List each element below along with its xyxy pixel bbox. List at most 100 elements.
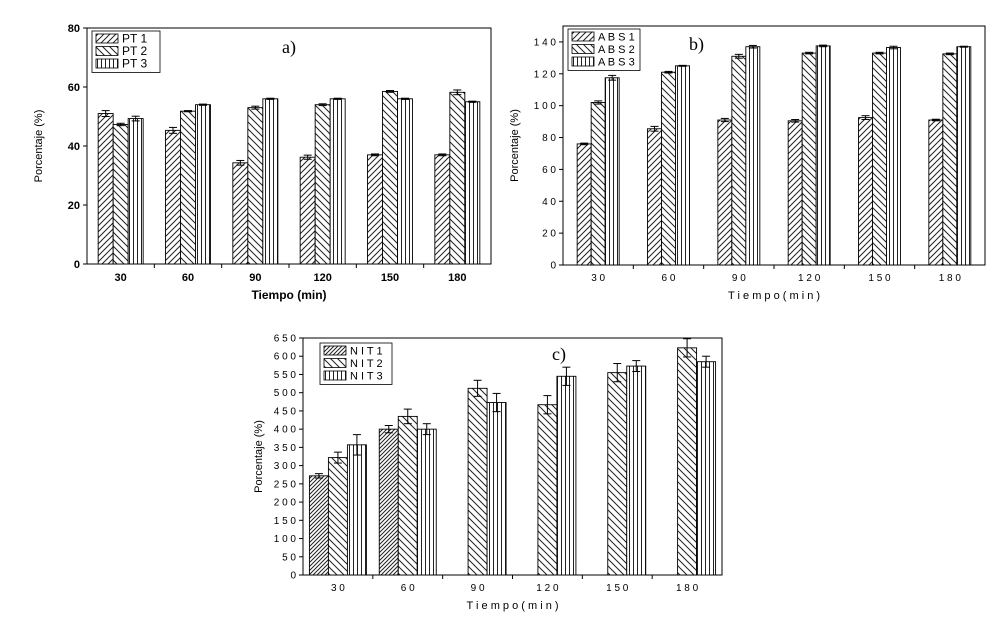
y-tick-label: 2 0 0 <box>274 498 297 509</box>
x-axis: 3 0 6 0 9 0 1 2 0 1 5 0 1 8 0 <box>331 575 699 594</box>
y-tick-label: 3 5 0 <box>274 443 297 454</box>
x-axis-label: Tiempo (min) <box>251 288 326 302</box>
y-tick-label: 4 0 <box>542 197 556 208</box>
y-tick-label: 1 0 0 <box>274 534 297 545</box>
legend-label: A B S 3 <box>598 57 635 69</box>
bar-1-150 <box>367 154 383 265</box>
panel-label: a) <box>282 37 296 58</box>
y-tick-label: 5 0 <box>282 552 296 563</box>
bar-3-60 <box>416 428 437 576</box>
bar-3-30 <box>346 444 367 576</box>
x-axis-label: T i e m p o ( m i n ) <box>728 290 820 302</box>
y-tick-label: 60 <box>68 82 80 94</box>
bar-3-30 <box>604 77 620 266</box>
bar-3-30 <box>127 118 144 265</box>
x-tick-label: 180 <box>448 272 466 284</box>
legend-swatch <box>95 58 119 69</box>
x-tick-label: 1 5 0 <box>606 583 629 594</box>
bar-3-180 <box>696 361 717 576</box>
legend-label: N I T 3 <box>350 371 383 383</box>
y-tick-label: 1 2 0 <box>534 69 557 80</box>
bar-2-30 <box>327 457 348 576</box>
bar-2-150 <box>382 90 398 265</box>
bar-2-180 <box>449 91 466 265</box>
bar-1-120 <box>787 120 803 266</box>
bar-2-30 <box>112 124 129 265</box>
bars <box>97 89 481 265</box>
legend-swatch <box>95 33 119 44</box>
x-tick-label: 30 <box>115 272 127 284</box>
y-tick-label: 8 0 <box>542 133 556 144</box>
legend-label: PT 1 <box>122 32 147 46</box>
bar-3-60 <box>195 104 211 265</box>
y-tick-label: 1 5 0 <box>274 516 297 527</box>
legend-label: PT 3 <box>122 57 147 71</box>
bar-3-180 <box>956 46 972 266</box>
y-tick-label: 0 <box>550 261 556 272</box>
legend-label: A B S 1 <box>598 32 635 44</box>
x-tick-label: 1 8 0 <box>939 273 962 284</box>
y-tick-label: 3 0 0 <box>274 461 297 472</box>
x-tick-label: 1 8 0 <box>676 583 699 594</box>
bar-2-120 <box>537 404 558 576</box>
bars <box>308 338 717 576</box>
bar-2-60 <box>397 415 418 576</box>
x-tick-label: 60 <box>182 272 194 284</box>
y-axis: 0 2 0 4 0 6 0 8 0 1 0 0 1 2 0 1 4 0 <box>534 37 563 272</box>
bar-1-60 <box>378 428 399 576</box>
bar-2-60 <box>661 71 676 266</box>
bar-1-180 <box>434 154 451 265</box>
bar-1-180 <box>928 119 944 266</box>
legend-swatch <box>95 46 119 56</box>
bar-2-120 <box>801 52 817 266</box>
x-tick-label: 3 0 <box>331 583 345 594</box>
chart-panel-2: 0 2 0 4 0 6 0 8 0 1 0 0 1 2 0 1 4 0 3 0 6 0 9 0 1 2… <box>509 25 986 302</box>
x-tick-label: 1 5 0 <box>868 273 891 284</box>
bar-3-60 <box>675 65 690 266</box>
bar-3-120 <box>556 375 577 576</box>
y-axis-label: Porcentaje (%) <box>33 110 45 183</box>
bar-1-90 <box>232 162 249 265</box>
bar-1-90 <box>717 119 733 266</box>
bar-3-150 <box>886 47 901 266</box>
legend-swatch <box>323 358 347 368</box>
x-tick-label: 9 0 <box>732 273 746 284</box>
x-tick-label: 6 0 <box>401 583 415 594</box>
bar-2-180 <box>677 347 698 576</box>
bar-2-150 <box>607 372 628 576</box>
y-axis-label: Porcentaje (%) <box>253 420 265 493</box>
x-tick-label: 3 0 <box>591 273 605 284</box>
x-tick-label: 1 2 0 <box>536 583 559 594</box>
y-tick-label: 6 0 <box>542 165 556 176</box>
x-tick-label: 90 <box>249 272 261 284</box>
chart-panel-1: 0 20 40 60 80 30 60 90 120 150 180 Tiempo (min) Porc… <box>33 23 492 302</box>
legend-label: N I T 2 <box>350 358 383 370</box>
y-tick-label: 5 0 0 <box>274 388 297 399</box>
bar-2-90 <box>247 107 264 265</box>
legend-swatch <box>323 345 347 356</box>
legend: N I T 1N I T 2N I T 3 <box>319 342 393 385</box>
x-tick-label: 150 <box>381 272 399 284</box>
y-axis: 0 20 40 60 80 <box>68 23 87 271</box>
legend-swatch <box>571 31 595 42</box>
legend-swatch <box>571 56 595 67</box>
bar-3-90 <box>745 46 761 266</box>
panel-label: b) <box>689 34 704 55</box>
y-tick-label: 6 0 0 <box>274 352 297 363</box>
y-tick-label: 40 <box>68 141 80 153</box>
y-tick-label: 4 5 0 <box>274 406 297 417</box>
bar-3-150 <box>397 98 413 265</box>
bar-2-30 <box>590 102 606 266</box>
bar-1-150 <box>858 117 873 266</box>
bar-3-180 <box>464 101 481 265</box>
bar-3-90 <box>262 98 279 265</box>
legend: A B S 1A B S 2A B S 3 <box>567 28 641 71</box>
x-axis: 3 0 6 0 9 0 1 2 0 1 5 0 1 8 0 <box>591 265 961 284</box>
y-tick-label: 80 <box>68 23 80 35</box>
y-tick-label: 6 5 0 <box>274 334 297 345</box>
y-axis-label: Porcentaje (%) <box>509 109 521 182</box>
y-axis: 0 5 0 1 0 0 1 5 0 2 0 0 2 5 0 3 0 0 3 5 0 4 0 0 4… <box>274 334 303 582</box>
y-tick-label: 2 5 0 <box>274 479 297 490</box>
x-axis: 30 60 90 120 150 180 <box>115 264 467 284</box>
